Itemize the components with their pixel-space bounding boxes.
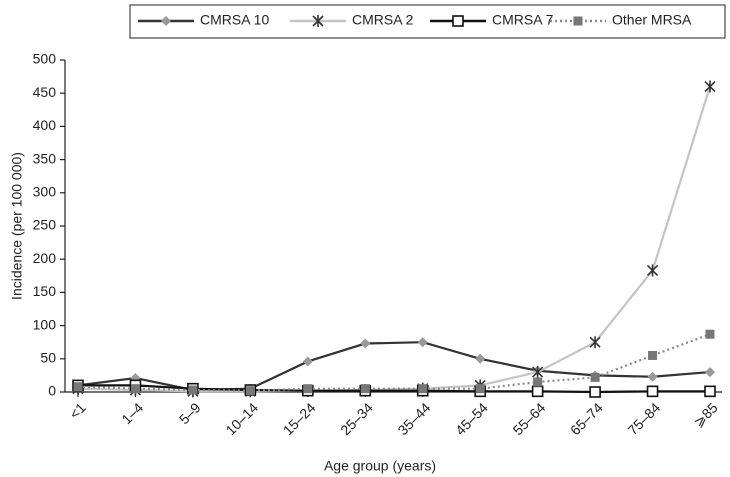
y-tick-label: 50	[40, 350, 56, 366]
data-point	[532, 366, 544, 379]
x-tick-label: 5–9	[176, 399, 204, 427]
data-point	[303, 384, 313, 394]
data-point	[73, 382, 83, 392]
legend-box	[129, 4, 726, 39]
legend-marker	[573, 16, 583, 26]
data-point	[704, 80, 716, 93]
data-point	[704, 385, 716, 398]
legend: CMRSA 10 CMRSA 2 CMRSA 7 Other MRSA	[129, 4, 726, 39]
x-tick-label: 1–4	[118, 399, 146, 427]
x-tick-label: 55–64	[510, 399, 549, 438]
legend-marker	[312, 15, 324, 27]
x-tick-label: <1	[66, 399, 89, 422]
legend-marker	[161, 16, 171, 26]
data-point	[417, 337, 428, 348]
x-axis-label: Age group (years)	[324, 458, 436, 474]
data-point	[418, 384, 428, 394]
legend-label: CMRSA 2	[352, 12, 414, 28]
data-point	[647, 371, 658, 382]
x-tick-label: 65–74	[567, 399, 606, 438]
series-line	[78, 384, 710, 394]
series	[72, 80, 716, 398]
legend-marker	[452, 15, 464, 27]
legend-label: Other MRSA	[612, 12, 692, 28]
y-tick-label: 500	[33, 51, 57, 67]
data-point	[302, 356, 313, 367]
data-point	[589, 336, 601, 349]
data-point	[646, 264, 659, 277]
x-tick-label: 25–34	[337, 399, 376, 438]
y-tick-label: 250	[33, 217, 57, 233]
y-axis-label: Incidence (per 100 000)	[9, 152, 25, 300]
y-tick-label: 150	[33, 283, 57, 299]
data-point	[475, 353, 486, 364]
data-point	[188, 385, 198, 395]
data-point	[533, 377, 543, 387]
x-tick-label: 75–84	[624, 399, 663, 438]
data-point	[590, 372, 600, 382]
x-tick-label: 15–24	[280, 399, 319, 438]
series-line	[77, 333, 711, 392]
y-tick-label: 100	[33, 316, 57, 332]
series-line	[77, 341, 711, 392]
series	[73, 329, 715, 396]
data-point	[360, 338, 371, 349]
x-tick-label: 45–54	[452, 399, 491, 438]
data-point	[475, 384, 485, 394]
y-tick-label: 300	[33, 184, 57, 200]
legend-label: CMRSA 7	[492, 12, 554, 28]
data-point	[130, 384, 140, 394]
y-tick-label: 0	[48, 383, 56, 399]
data-point	[589, 386, 601, 398]
series-line	[77, 86, 712, 393]
y-tick-label: 400	[33, 117, 57, 133]
data-point	[648, 350, 658, 360]
y-tick-label: 350	[33, 150, 57, 166]
data-point	[360, 384, 370, 394]
data-point	[531, 385, 544, 398]
x-tick-label: 10–14	[222, 399, 261, 438]
y-tick-label: 200	[33, 250, 57, 266]
x-tick-label: 35–44	[395, 399, 434, 438]
x-tick-label: ⩾85	[690, 399, 721, 430]
data-point	[705, 367, 715, 378]
data-point	[646, 385, 659, 398]
y-tick-label: 450	[33, 84, 57, 100]
data-point	[245, 386, 255, 396]
legend-label: CMRSA 10	[200, 12, 269, 28]
data-point	[705, 329, 715, 339]
